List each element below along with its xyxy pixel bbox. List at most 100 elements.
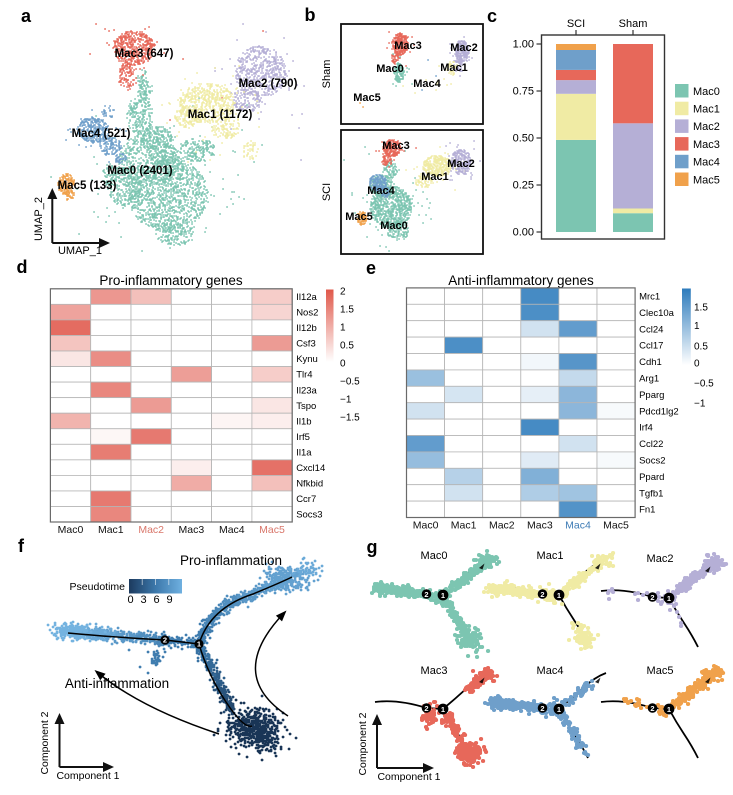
svg-text:Mac2: Mac2 (450, 42, 478, 54)
svg-text:Tspo: Tspo (296, 401, 316, 412)
svg-text:1: 1 (557, 591, 561, 600)
svg-text:Ppard: Ppard (639, 472, 664, 483)
svg-text:Component 1: Component 1 (56, 770, 119, 782)
svg-text:Kynu: Kynu (296, 354, 318, 365)
svg-text:Mac5: Mac5 (259, 524, 285, 536)
svg-text:Mac2: Mac2 (138, 524, 164, 536)
svg-text:Ccl22: Ccl22 (639, 439, 663, 450)
svg-text:0.75: 0.75 (513, 86, 534, 98)
svg-text:Clec10a: Clec10a (639, 308, 675, 319)
svg-text:−1: −1 (340, 395, 352, 406)
svg-text:Il1b: Il1b (296, 416, 311, 427)
svg-text:Mac2: Mac2 (693, 121, 720, 133)
svg-text:d: d (17, 257, 28, 277)
svg-text:Mac2: Mac2 (647, 553, 674, 565)
svg-text:2: 2 (340, 287, 346, 298)
svg-text:Pparg: Pparg (639, 390, 664, 401)
svg-text:Mac5: Mac5 (693, 174, 720, 186)
svg-text:−0.5: −0.5 (694, 379, 714, 390)
svg-text:2: 2 (424, 704, 428, 713)
svg-text:Mac4: Mac4 (219, 524, 245, 536)
svg-text:c: c (487, 6, 497, 26)
svg-text:Pdcd1lg2: Pdcd1lg2 (639, 406, 679, 417)
svg-text:1: 1 (340, 323, 346, 334)
svg-text:Mac0 (2401): Mac0 (2401) (107, 165, 172, 177)
svg-text:1: 1 (441, 705, 445, 714)
svg-text:Mac0: Mac0 (376, 63, 404, 75)
svg-text:0.25: 0.25 (513, 180, 534, 192)
svg-text:Mac3: Mac3 (382, 140, 410, 152)
svg-text:Mac1: Mac1 (537, 550, 564, 562)
svg-text:Mac1: Mac1 (451, 520, 477, 532)
svg-text:e: e (366, 258, 376, 278)
svg-text:Mac5 (133): Mac5 (133) (58, 180, 117, 192)
svg-text:Mac0: Mac0 (413, 520, 439, 532)
svg-text:UMAP_2: UMAP_2 (33, 197, 45, 241)
svg-text:Sham: Sham (321, 60, 333, 89)
svg-text:2: 2 (650, 704, 654, 713)
svg-text:6: 6 (153, 594, 159, 606)
svg-text:SCI: SCI (567, 18, 585, 30)
svg-text:1.5: 1.5 (340, 305, 354, 316)
svg-text:0: 0 (127, 594, 133, 606)
svg-text:UMAP_1: UMAP_1 (58, 245, 102, 257)
svg-text:Anti-inflammatory genes: Anti-inflammatory genes (448, 273, 594, 288)
svg-text:1: 1 (667, 705, 671, 714)
svg-text:2: 2 (650, 593, 654, 602)
svg-text:2: 2 (540, 590, 544, 599)
svg-text:Il1a: Il1a (296, 448, 312, 459)
svg-text:1.5: 1.5 (694, 303, 708, 314)
svg-text:Mac4: Mac4 (693, 157, 720, 169)
svg-text:1: 1 (197, 640, 201, 649)
svg-text:Arg1: Arg1 (639, 374, 659, 385)
svg-text:Mac5: Mac5 (345, 211, 373, 223)
svg-text:2: 2 (424, 590, 428, 599)
svg-text:−0.5: −0.5 (340, 377, 360, 388)
svg-text:Socs3: Socs3 (296, 510, 322, 521)
svg-text:1: 1 (557, 705, 561, 714)
svg-text:Pseudotime: Pseudotime (70, 581, 126, 593)
svg-text:Mrc1: Mrc1 (639, 292, 660, 303)
svg-text:Il12b: Il12b (296, 323, 317, 334)
svg-text:2: 2 (163, 636, 167, 645)
svg-text:Mac5: Mac5 (603, 520, 629, 532)
svg-text:0.5: 0.5 (340, 341, 354, 352)
svg-text:Mac2 (790): Mac2 (790) (239, 78, 298, 90)
svg-text:Tgfb1: Tgfb1 (639, 488, 663, 499)
svg-text:Mac2: Mac2 (447, 158, 475, 170)
svg-text:Mac1: Mac1 (421, 171, 449, 183)
svg-text:1: 1 (667, 594, 671, 603)
svg-text:Component 2: Component 2 (357, 712, 369, 775)
svg-text:Ccl17: Ccl17 (639, 341, 663, 352)
svg-text:Nos2: Nos2 (296, 308, 318, 319)
svg-text:Mac3: Mac3 (394, 40, 422, 52)
svg-text:Mac0: Mac0 (58, 524, 84, 536)
svg-text:Mac3 (647): Mac3 (647) (115, 48, 174, 60)
svg-text:Il23a: Il23a (296, 385, 317, 396)
svg-text:f: f (18, 536, 25, 556)
svg-text:Irf5: Irf5 (296, 432, 310, 443)
svg-text:1: 1 (441, 591, 445, 600)
svg-text:0: 0 (694, 359, 700, 370)
svg-text:a: a (21, 6, 32, 26)
svg-text:Ccr7: Ccr7 (296, 494, 316, 505)
svg-text:g: g (367, 537, 378, 557)
svg-text:Mac4: Mac4 (367, 185, 395, 197)
svg-text:Component 2: Component 2 (39, 711, 51, 774)
svg-text:Mac0: Mac0 (380, 220, 408, 232)
svg-text:Il12a: Il12a (296, 292, 317, 303)
svg-text:3: 3 (140, 594, 146, 606)
svg-text:Mac4: Mac4 (413, 78, 441, 90)
svg-text:Anti-inflammation: Anti-inflammation (65, 676, 169, 691)
svg-text:0.5: 0.5 (694, 342, 708, 353)
svg-text:Mac0: Mac0 (693, 86, 720, 98)
svg-text:SCI: SCI (321, 183, 333, 201)
svg-text:Sham: Sham (619, 18, 648, 30)
svg-text:Mac1: Mac1 (440, 62, 468, 74)
svg-text:Pro-inflammation: Pro-inflammation (180, 553, 282, 568)
svg-text:Mac2: Mac2 (489, 520, 515, 532)
svg-text:−1.5: −1.5 (340, 413, 360, 424)
svg-text:9: 9 (166, 594, 172, 606)
svg-text:Csf3: Csf3 (296, 339, 316, 350)
svg-text:Mac0: Mac0 (421, 550, 448, 562)
